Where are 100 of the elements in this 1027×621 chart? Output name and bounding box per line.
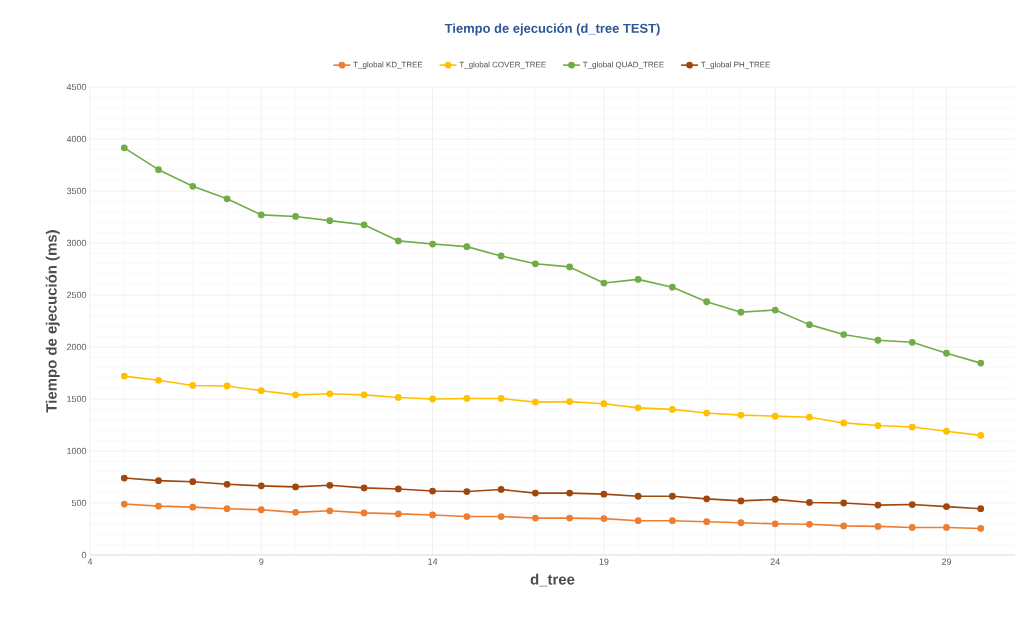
point xyxy=(977,432,985,439)
point xyxy=(394,485,402,493)
x-tick-label: 4 xyxy=(87,558,93,565)
y-axis-title: Tiempo de ejecución (ms) xyxy=(45,230,60,413)
point xyxy=(292,508,299,516)
point xyxy=(600,279,608,287)
point xyxy=(566,398,574,405)
point xyxy=(771,520,779,528)
point xyxy=(120,474,128,482)
point xyxy=(566,514,574,522)
point xyxy=(292,483,299,491)
y-tick-label: 0 xyxy=(81,551,87,559)
point xyxy=(497,513,505,520)
point xyxy=(908,524,916,531)
point xyxy=(394,394,402,401)
point xyxy=(908,423,916,431)
point xyxy=(189,478,197,486)
point xyxy=(943,427,950,435)
point xyxy=(669,492,676,500)
point xyxy=(566,263,574,271)
point xyxy=(326,481,334,489)
point xyxy=(806,413,813,421)
point xyxy=(737,519,745,527)
x-tick-label: 29 xyxy=(941,558,952,565)
point xyxy=(360,391,368,399)
point xyxy=(463,395,471,402)
point xyxy=(737,308,745,316)
point xyxy=(429,511,436,519)
point xyxy=(429,487,436,495)
point xyxy=(223,505,231,513)
point xyxy=(463,488,471,495)
point xyxy=(326,217,334,225)
point xyxy=(600,490,608,498)
point xyxy=(943,503,950,511)
point xyxy=(394,510,402,518)
point xyxy=(669,283,676,291)
x-tick-label: 19 xyxy=(599,558,609,565)
y-tick-label: 2500 xyxy=(66,291,87,299)
point xyxy=(189,382,197,389)
point xyxy=(977,359,985,367)
point xyxy=(943,524,950,531)
point xyxy=(326,390,334,398)
y-tick-label: 2000 xyxy=(66,343,87,351)
point xyxy=(771,306,779,314)
point xyxy=(223,195,231,203)
point xyxy=(703,298,711,306)
point xyxy=(292,391,299,399)
point xyxy=(806,499,813,506)
point xyxy=(566,489,574,497)
point xyxy=(771,495,779,503)
chart-title: Tiempo de ejecución (d_tree TEST) xyxy=(444,23,660,36)
point xyxy=(874,501,882,509)
y-tick-label: 4000 xyxy=(66,135,87,143)
point xyxy=(223,382,231,390)
point xyxy=(155,376,162,384)
point xyxy=(360,221,368,229)
point xyxy=(669,517,676,525)
point xyxy=(189,503,197,511)
point xyxy=(874,422,882,429)
point xyxy=(840,499,848,507)
point xyxy=(703,495,711,503)
point xyxy=(120,500,128,508)
point xyxy=(703,518,711,526)
point xyxy=(326,507,334,515)
x-tick-label: 24 xyxy=(770,558,780,565)
point xyxy=(155,502,162,510)
point xyxy=(531,514,539,522)
point xyxy=(874,523,882,530)
point xyxy=(531,489,539,497)
point xyxy=(531,260,539,268)
point xyxy=(737,411,745,419)
point xyxy=(189,182,197,190)
point xyxy=(531,398,539,406)
point xyxy=(977,505,985,513)
point xyxy=(908,338,916,346)
point xyxy=(429,395,436,403)
point xyxy=(497,395,505,402)
point xyxy=(360,509,368,517)
point xyxy=(120,372,128,380)
point xyxy=(600,400,608,408)
y-tick-label: 1500 xyxy=(67,395,87,403)
point xyxy=(840,419,848,427)
point xyxy=(360,484,368,492)
point xyxy=(977,525,985,532)
point xyxy=(497,486,505,493)
point xyxy=(634,404,642,412)
point xyxy=(634,276,642,283)
y-tick-label: 4500 xyxy=(66,83,87,91)
y-tick-label: 1000 xyxy=(67,447,87,455)
point xyxy=(463,243,471,251)
point xyxy=(155,166,162,174)
point xyxy=(806,321,813,329)
point xyxy=(703,409,711,417)
y-tick-label: 3000 xyxy=(66,239,87,247)
point xyxy=(155,477,162,485)
point xyxy=(943,349,950,357)
point xyxy=(497,252,505,260)
point xyxy=(257,211,265,219)
point xyxy=(737,497,745,505)
x-axis-title: d_tree xyxy=(530,573,575,587)
